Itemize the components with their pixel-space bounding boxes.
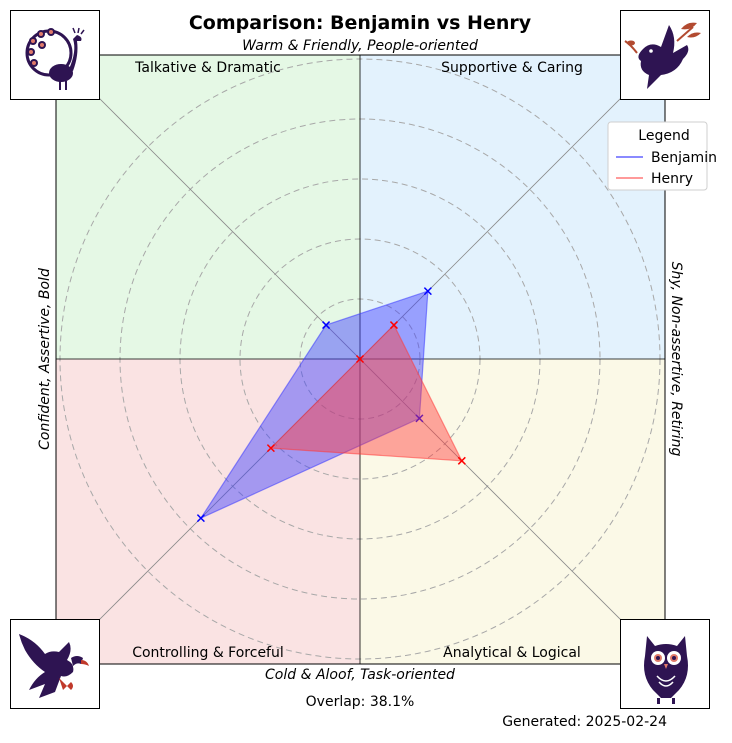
quadrant-label-analytical-logical: Analytical & Logical (443, 645, 581, 661)
dove-icon (624, 22, 701, 89)
data-point-henry-1 (389, 321, 398, 330)
data-point-benjamin-4 (322, 321, 331, 330)
quadrant-label-controlling-forceful: Controlling & Forceful (132, 645, 284, 661)
top-axis-label: Warm & Friendly, People-oriented (242, 38, 478, 54)
legend-entry-henry: Henry (651, 171, 693, 187)
data-point-henry-3 (266, 444, 275, 453)
data-point-henry-2 (457, 456, 466, 465)
corner-box-top-right (620, 10, 710, 100)
legend-box (607, 121, 708, 191)
data-point-benjamin-1 (423, 287, 432, 296)
eagle-icon (19, 634, 89, 698)
plot-frame (55, 54, 666, 665)
generated-text: Generated: 2025-02-24 (502, 714, 667, 730)
left-axis-label: Confident, Assertive, Bold (37, 268, 53, 450)
bottom-axis-label: Cold & Aloof, Task-oriented (265, 667, 455, 683)
quadrant-label-supportive-caring: Supportive & Caring (441, 60, 583, 76)
overlap-text: Overlap: 38.1% (306, 694, 415, 710)
data-point-henry-4 (355, 354, 365, 364)
data-point-benjamin-3 (196, 514, 205, 523)
series-layer (196, 287, 466, 523)
corner-box-bottom-right (620, 619, 710, 709)
legend-title: Legend (638, 128, 689, 144)
legend: Legend Benjamin Henry (607, 121, 717, 191)
corner-box-top-left (10, 10, 100, 100)
chart-title: Comparison: Benjamin vs Henry (189, 12, 532, 34)
right-axis-label: Shy, Non-assertive, Retiring (668, 262, 684, 457)
legend-entry-benjamin: Benjamin (651, 150, 717, 166)
peacock-icon (25, 27, 85, 90)
corner-box-bottom-left (10, 619, 100, 709)
quadrant-label-talkative-dramatic: Talkative & Dramatic (134, 60, 281, 76)
data-point-benjamin-2 (415, 414, 424, 423)
owl-icon (644, 636, 688, 704)
